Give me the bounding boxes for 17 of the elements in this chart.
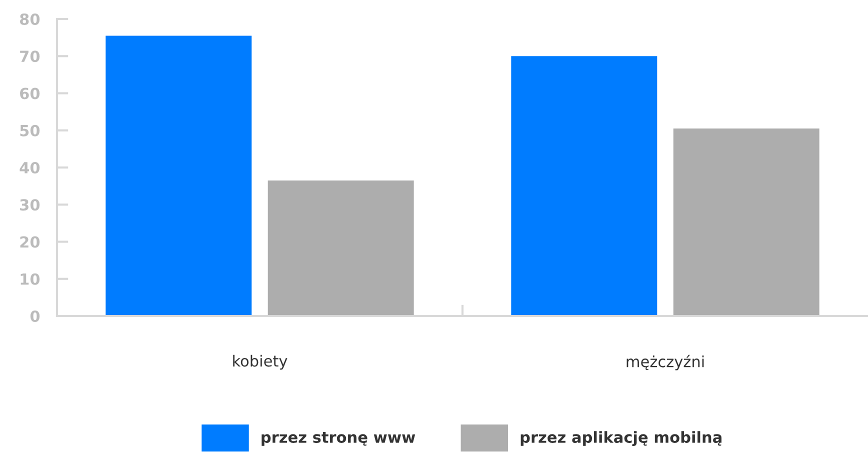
legend-label: przez aplikację mobilną (520, 431, 722, 446)
y-tick-label: 20 (20, 236, 40, 248)
y-tick-label: 30 (20, 199, 40, 211)
bar (268, 180, 414, 316)
y-tick-label: 10 (20, 273, 40, 285)
x-tick-label: kobiety (233, 354, 288, 370)
bar (673, 128, 820, 316)
y-tick-label: 50 (20, 124, 40, 136)
y-tick-label: 80 (20, 13, 40, 26)
y-tick-label: 60 (20, 88, 40, 100)
bar (511, 56, 658, 316)
y-tick-label: 70 (20, 50, 40, 62)
legend-label: przez stronę www (262, 432, 416, 446)
x-tick-label: mężczyźni (626, 354, 704, 370)
y-tick-label: 0 (30, 310, 40, 322)
y-tick-label: 40 (20, 162, 40, 174)
bar (106, 36, 252, 316)
